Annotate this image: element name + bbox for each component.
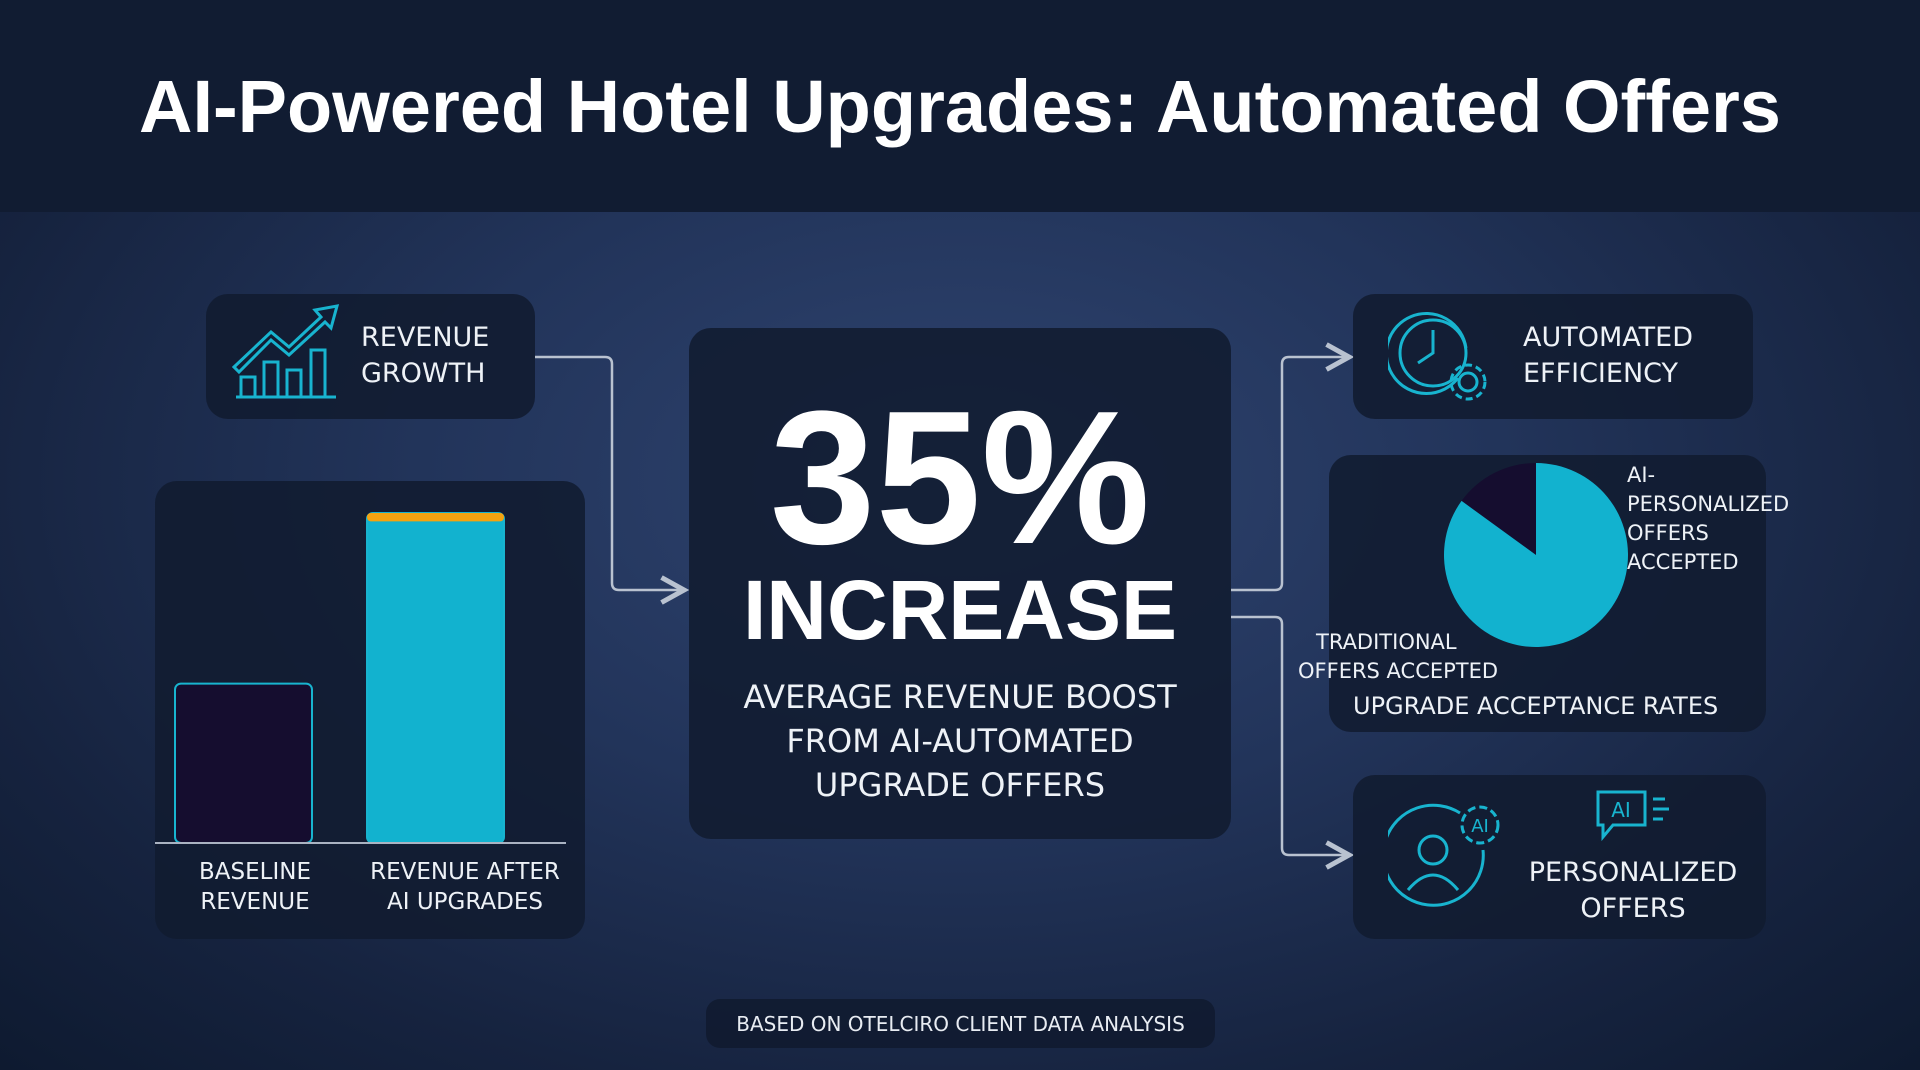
bar-chart [155, 512, 566, 844]
bar-label-line: REVENUE [200, 889, 310, 915]
bar-label-line: REVENUE AFTER [370, 859, 560, 885]
pie-label-ai: AI-PERSONALIZED OFFERS ACCEPTED [1627, 461, 1789, 577]
stat-desc-2: FROM AI-AUTOMATED [786, 722, 1134, 760]
bar-label-baseline: BASELINE REVENUE [175, 857, 335, 917]
pie-label-line: AI-PERSONALIZED [1627, 463, 1790, 516]
personalized-label-2: OFFERS [1580, 893, 1686, 924]
trend-chart-icon [231, 304, 340, 399]
automated-efficiency-card: AUTOMATED EFFICIENCY [1353, 294, 1753, 419]
acceptance-pie-card: AI-PERSONALIZED OFFERS ACCEPTED TRADITIO… [1298, 455, 1789, 732]
clock-gear-icon [1388, 312, 1487, 401]
stat-desc-3: UPGRADE OFFERS [814, 766, 1106, 804]
bar-label-line: AI UPGRADES [387, 889, 543, 915]
bar-label-line: BASELINE [199, 859, 311, 885]
bar-highlight-1 [367, 513, 504, 522]
pie-title: UPGRADE ACCEPTANCE RATES [1353, 692, 1719, 720]
header: AI-Powered Hotel Upgrades: Automated Off… [0, 0, 1920, 212]
pie-label-traditional: TRADITIONAL OFFERS ACCEPTED [1298, 628, 1498, 686]
ai-chat-text: AI [1611, 798, 1631, 822]
pie-slice-traditional [1461, 463, 1536, 555]
automated-label-1: AUTOMATED [1523, 322, 1693, 353]
revenue-bar-chart-card: BASELINE REVENUE REVENUE AFTER AI UPGRAD… [155, 481, 585, 939]
pie-slice-ai [1444, 463, 1628, 647]
center-stat-card: 35% INCREASE AVERAGE REVENUE BOOST FROM … [689, 328, 1231, 839]
revenue-growth-card: REVENUE GROWTH [206, 294, 535, 419]
revenue-growth-label-1: REVENUE [361, 322, 490, 353]
bar-label-after: REVENUE AFTER AI UPGRADES [355, 857, 575, 917]
bar-0 [174, 682, 313, 844]
ai-badge: AI [1471, 816, 1489, 837]
connector-center-to-efficiency [1231, 357, 1349, 592]
stat-desc-1: AVERAGE REVENUE BOOST [743, 678, 1177, 716]
pie-label-line: OFFERS ACCEPTED [1298, 659, 1499, 683]
stat-percent: 35% [769, 372, 1151, 584]
revenue-growth-label-2: GROWTH [361, 358, 486, 389]
automated-label-2: EFFICIENCY [1523, 358, 1679, 389]
connector-center-to-personalized [1231, 615, 1349, 855]
pie-label-line: OFFERS ACCEPTED [1627, 521, 1739, 574]
footer-note: BASED ON OTELCIRO CLIENT DATA ANALYSIS [706, 999, 1215, 1048]
connector-revenue-to-center [535, 355, 684, 590]
personalized-offers-card: AI AI PERSONALIZED OFFERS [1353, 775, 1766, 939]
ai-chat-icon: AI [1596, 790, 1669, 842]
page-title: AI-Powered Hotel Upgrades: Automated Off… [139, 64, 1781, 148]
stat-increase: INCREASE [742, 563, 1178, 657]
pie-chart [1444, 463, 1628, 647]
pie-label-line: TRADITIONAL [1316, 630, 1457, 654]
user-ai-icon: AI [1388, 803, 1500, 907]
bar-1 [366, 512, 505, 844]
personalized-label-1: PERSONALIZED [1528, 857, 1738, 888]
